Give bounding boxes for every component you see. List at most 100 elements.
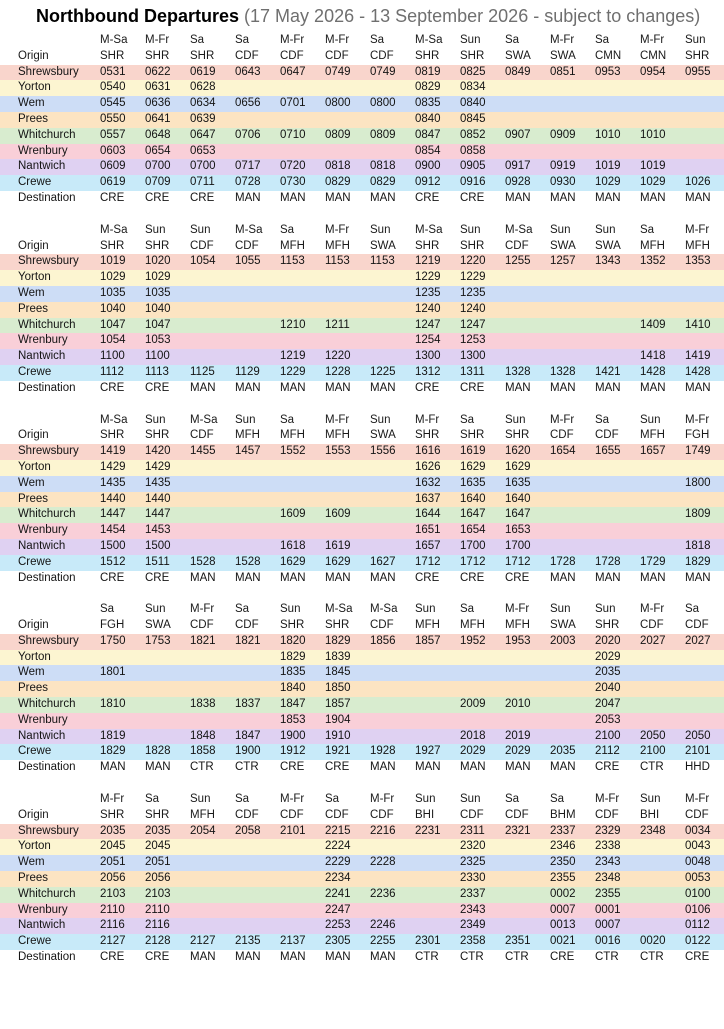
time-cell: 0851 [550,65,576,78]
time-cell: 1257 [550,255,576,268]
station-label: Shrewsbury [18,824,79,837]
destination-code: MAN [550,381,576,394]
operator-code: MFH [460,619,485,632]
time-cell: 0021 [550,935,576,948]
operator-code: CDF [325,808,349,821]
destination-label: Destination [18,951,76,964]
time-cell: 2045 [145,840,171,853]
day-code: Sun [370,413,391,426]
time-cell: 1835 [280,666,306,679]
station-label: Crewe [18,365,52,378]
timetable-block: M-Fr Sa Sun Sa M-Fr Sa M-Fr Sun Sun Sa Sa M-Fr Sun M-… [0,792,724,966]
time-cell: 1113 [145,365,169,378]
day-code: M-Sa [100,223,128,236]
time-cell: 1632 [415,476,441,489]
time-cell: 1129 [235,365,260,378]
time-cell: 2058 [235,824,261,837]
destination-label: Destination [18,381,76,394]
day-code: Sa [460,413,475,426]
time-cell: 2056 [100,872,126,885]
time-cell: 2337 [550,824,576,837]
time-cell: 2103 [145,887,171,900]
time-cell: 1618 [280,539,306,552]
operator-code: MFH [325,239,350,252]
day-code: Sun [640,413,661,426]
operator-code: CDF [685,619,709,632]
day-code: M-Fr [325,223,350,236]
day-code: M-Sa [235,223,263,236]
time-cell: 1712 [505,555,531,568]
operator-code: MFH [415,619,440,632]
time-cell: 1312 [415,365,441,378]
destination-code: MAN [190,571,216,584]
time-cell: 2355 [595,887,621,900]
destination-code: CRE [100,571,125,584]
destination-label: Destination [18,571,76,584]
time-cell: 1910 [325,729,351,742]
time-cell: 2020 [595,634,621,647]
time-cell: 1728 [550,555,576,568]
time-cell: 1629 [460,460,486,473]
time-cell: 1750 [100,634,126,647]
time-cell: 2045 [100,840,126,853]
time-cell: 0835 [415,97,441,110]
destination-code: CRE [145,381,170,394]
time-cell: 1629 [280,555,306,568]
time-cell: 1300 [415,350,441,363]
day-code: Sa [460,603,475,616]
station-row: Prees 2056 2056 2234 2330 2355 2348 0053 [0,871,724,887]
time-cell: 1328 [505,365,531,378]
time-cell: 1240 [415,302,441,315]
time-cell: 2100 [595,729,621,742]
time-cell: 0643 [235,65,261,78]
day-code: Sun [505,413,526,426]
operator-code: MFH [640,429,665,442]
time-cell: 1810 [100,698,126,711]
time-cell: 0545 [100,97,126,110]
time-cell: 0717 [235,160,261,173]
time-cell: 1229 [280,365,306,378]
time-cell: 1253 [460,334,486,347]
title-main: Northbound Departures [36,6,240,26]
destination-code: CRE [325,761,350,774]
timetable-block: Sa Sun M-Fr Sa Sun M-Sa M-Sa Sun Sa M-Fr Sun Sun M-F… [0,602,724,776]
time-cell: 1800 [685,476,711,489]
origin-label: Origin [18,619,49,632]
time-cell: 0557 [100,128,126,141]
destination-code: MAN [235,191,261,204]
time-cell: 0112 [685,919,710,932]
operator-code: CDF [280,808,304,821]
day-code: M-Fr [190,603,215,616]
time-cell: 1235 [415,286,441,299]
operator-codes-row: Origin SHR SHR CDF MFH MFH MFH SWA SHR SHR SHR CDF C… [0,428,724,444]
time-cell: 1845 [325,666,351,679]
day-codes-row: M-Sa Sun M-Sa Sun Sa M-Fr Sun M-Fr Sa Sun M-Fr Sa Su… [0,413,724,429]
time-cell: 2346 [550,840,576,853]
time-cell: 2355 [550,872,576,885]
time-cell: 1657 [415,539,441,552]
operator-code: BHI [640,808,660,821]
destination-code: MAN [640,571,666,584]
day-code: Sa [640,223,655,236]
destination-code: CTR [235,761,259,774]
operator-code: SHR [100,49,125,62]
station-label: Shrewsbury [18,65,79,78]
station-label: Wrenbury [18,524,68,537]
time-cell: 1651 [415,524,441,537]
operator-code: MFH [325,429,350,442]
time-cell: 1210 [280,318,306,331]
time-cell: 2116 [100,919,125,932]
time-cell: 2029 [505,745,531,758]
operator-code: MFH [190,808,215,821]
destination-code: CTR [595,951,619,964]
time-cell: 1010 [640,128,666,141]
operator-code: CDF [640,619,664,632]
time-cell: 0106 [685,903,711,916]
time-cell: 2216 [370,824,396,837]
time-cell: 0653 [190,144,216,157]
time-cell: 0007 [550,903,576,916]
destination-code: MAN [640,191,666,204]
time-cell: 1848 [190,729,216,742]
day-code: Sun [640,793,661,806]
day-code: M-Fr [550,34,575,46]
